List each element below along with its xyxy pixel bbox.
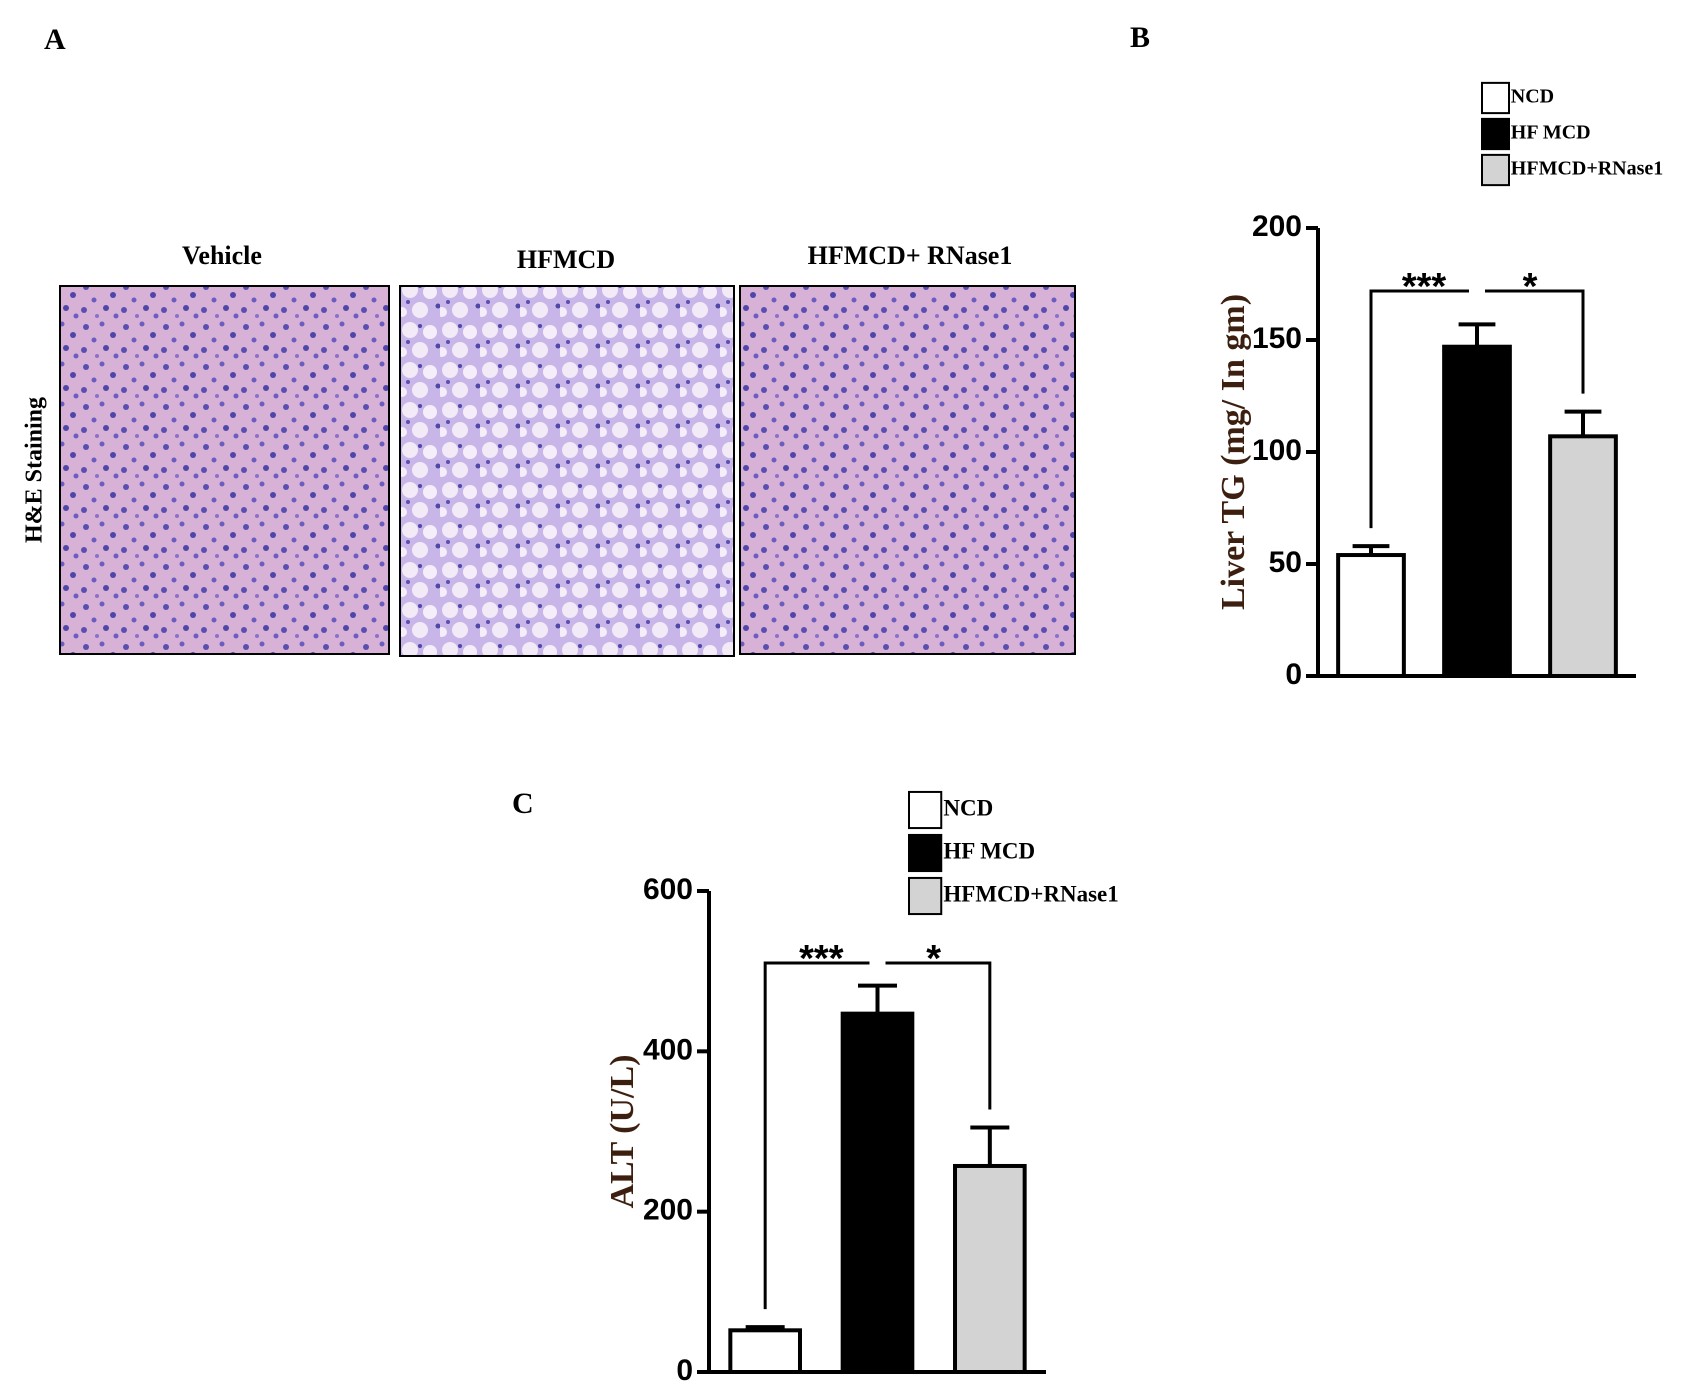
y-tick-label: 0: [676, 1354, 693, 1387]
y-axis-label: ALT (U/L): [604, 1055, 641, 1209]
bar: [728, 1328, 802, 1375]
significance-bracket: [885, 961, 992, 1110]
bar: [953, 1163, 1027, 1375]
significance-label: ***: [799, 938, 844, 980]
significance-bracket: [1485, 289, 1585, 394]
legend-label: HF MCD: [1511, 122, 1591, 144]
stain-label: H&E Staining: [22, 397, 48, 543]
y-tick-label: 100: [1252, 434, 1302, 467]
y-tick-label: 150: [1252, 322, 1302, 355]
legend-swatch: [908, 876, 943, 916]
histology-image: [739, 285, 1076, 655]
legend-label: HFMCD+RNase1: [1511, 158, 1663, 180]
significance-label: *: [1523, 266, 1538, 308]
panel-label: C: [512, 787, 534, 820]
legend-swatch: [1481, 117, 1510, 151]
histology-image: [59, 285, 390, 655]
legend-label: HF MCD: [943, 838, 1035, 863]
y-tick-label: 400: [643, 1033, 693, 1066]
panel-label: A: [44, 23, 66, 56]
legend-swatch: [908, 790, 943, 830]
bar: [840, 1011, 915, 1375]
legend-swatch: [1481, 153, 1510, 187]
y-axis-label: Liver TG (mg/ In gm): [1215, 294, 1252, 610]
legend-swatch: [908, 833, 943, 873]
legend-swatch: [1481, 81, 1510, 115]
panel-label: B: [1130, 21, 1150, 54]
y-tick-label: 600: [643, 873, 693, 906]
image-title: HFMCD: [517, 245, 615, 274]
y-tick-label: 0: [1285, 658, 1302, 691]
image-title: Vehicle: [182, 241, 262, 270]
y-tick-label: 200: [1252, 210, 1302, 243]
legend-label: HFMCD+RNase1: [943, 881, 1118, 906]
legend-label: NCD: [1511, 86, 1554, 108]
legend-label: NCD: [943, 795, 993, 820]
y-tick-label: 200: [643, 1194, 693, 1227]
image-title: HFMCD+ RNase1: [808, 241, 1013, 270]
significance-bracket: [1369, 289, 1469, 529]
significance-bracket: [763, 961, 870, 1310]
histology-image: [399, 285, 735, 657]
y-tick-label: 50: [1269, 546, 1302, 579]
significance-label: ***: [1402, 266, 1447, 308]
bar: [1336, 553, 1406, 678]
bar: [1548, 434, 1618, 678]
significance-label: *: [926, 938, 941, 980]
bar: [1442, 344, 1512, 678]
